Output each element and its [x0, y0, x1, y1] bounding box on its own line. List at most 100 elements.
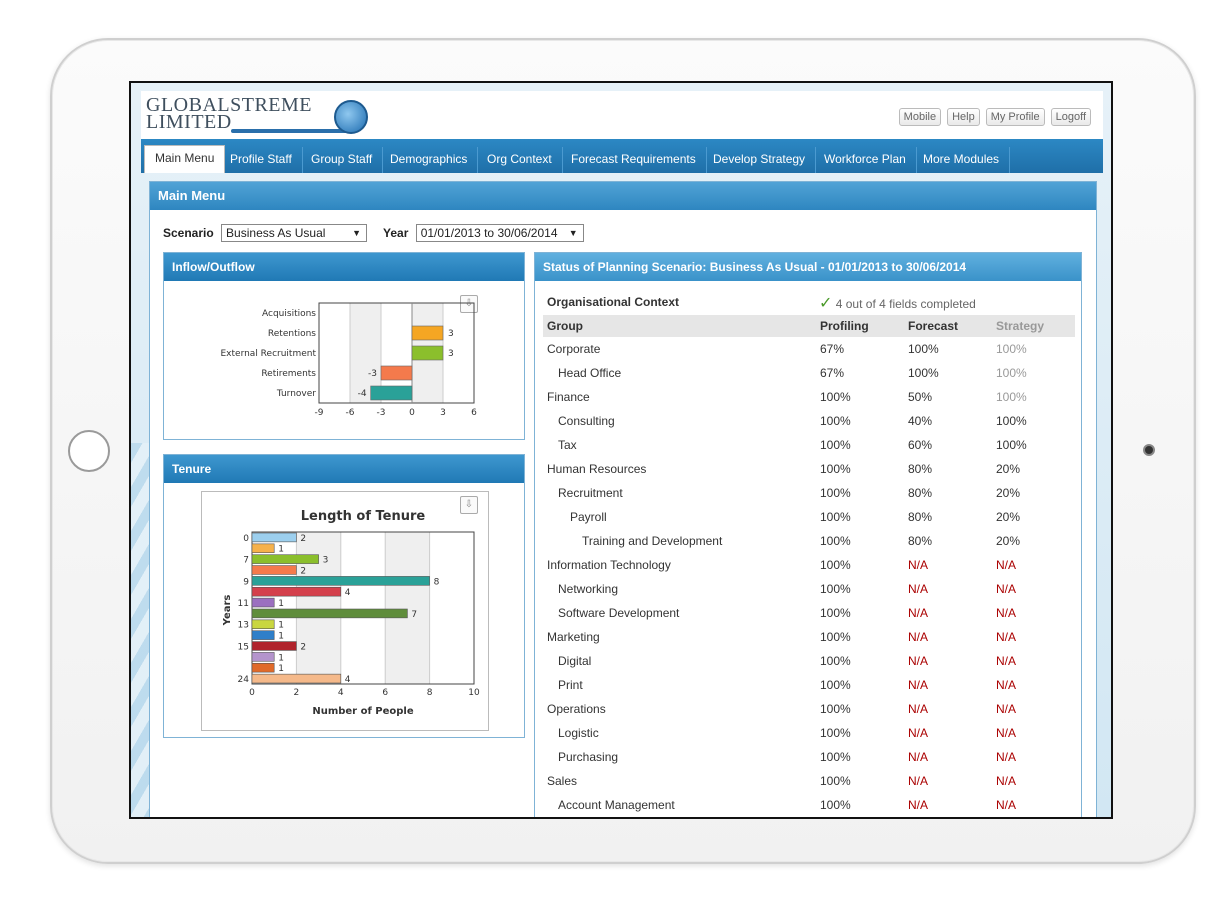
- forecast-cell: 60%: [908, 438, 933, 452]
- scenario-control: Scenario Business As Usual ▼: [163, 224, 368, 242]
- forecast-cell: N/A: [908, 702, 929, 716]
- tab-demographics[interactable]: Demographics: [380, 147, 479, 173]
- strategy-cell: 20%: [996, 462, 1021, 476]
- profiling-cell: 100%: [820, 390, 851, 404]
- my-profile-link[interactable]: My Profile: [985, 108, 1045, 126]
- grid-band: [385, 532, 430, 684]
- profiling-cell: 100%: [820, 414, 851, 428]
- mobile-link[interactable]: Mobile: [898, 108, 942, 126]
- data-label: 3: [448, 329, 454, 339]
- year-select[interactable]: 01/01/2013 to 30/06/2014 ▼: [415, 224, 584, 242]
- group-cell: Human Resources: [547, 462, 647, 476]
- x-axis-label: Number of People: [312, 706, 414, 717]
- scenario-label: Scenario: [163, 226, 214, 240]
- forecast-cell: 50%: [908, 390, 933, 404]
- year-label: Year: [383, 226, 409, 240]
- table-row: Payroll 100% 80% 20%: [543, 505, 1075, 529]
- help-link[interactable]: Help: [947, 108, 980, 126]
- group-cell: Software Development: [558, 606, 680, 620]
- data-bar: [251, 630, 275, 640]
- main-nav: Main Menu Profile Staff Group Staff Demo…: [141, 139, 1103, 173]
- data-label: -3: [368, 369, 377, 379]
- table-row: Print 100% N/A N/A: [543, 673, 1075, 697]
- group-cell: Information Technology: [547, 558, 671, 572]
- data-bar: [380, 365, 413, 381]
- profiling-cell: 100%: [820, 702, 851, 716]
- category-label: Retirements: [261, 369, 316, 379]
- profiling-cell: 67%: [820, 342, 845, 356]
- group-cell: Payroll: [570, 510, 607, 524]
- forecast-cell: N/A: [908, 774, 929, 788]
- tab-profile-staff[interactable]: Profile Staff: [220, 147, 303, 173]
- category-label: 13: [238, 621, 249, 631]
- group-cell: Training and Development: [582, 534, 723, 548]
- profiling-cell: 100%: [820, 510, 851, 524]
- logo-line1: GLOBALSTREME: [146, 94, 312, 116]
- table-row: Recruitment 100% 80% 20%: [543, 481, 1075, 505]
- tab-forecast-requirements[interactable]: Forecast Requirements: [561, 147, 707, 173]
- table-row: Human Resources 100% 80% 20%: [543, 457, 1075, 481]
- strategy-cell: 100%: [996, 414, 1027, 428]
- download-icon[interactable]: ⇩: [460, 496, 478, 514]
- strategy-cell: N/A: [996, 558, 1017, 572]
- planning-status-panel: Status of Planning Scenario: Business As…: [534, 252, 1082, 817]
- profiling-cell: 100%: [820, 654, 851, 668]
- strategy-cell: N/A: [996, 582, 1017, 596]
- profiling-cell: 100%: [820, 438, 851, 452]
- tick-label: 6: [382, 688, 388, 698]
- tenure-panel: Tenure ⇩ Length of Tenure 0 2 4 6 8 10 2 0 1 3 7 2 8 9…: [163, 454, 525, 738]
- data-label: 1: [278, 545, 284, 555]
- category-label: 11: [238, 599, 249, 609]
- data-bar: [370, 385, 413, 401]
- tick-label: 6: [471, 408, 477, 418]
- top-links: Mobile Help My Profile Logoff: [898, 108, 1091, 126]
- strategy-cell: N/A: [996, 654, 1017, 668]
- planning-status-title: Status of Planning Scenario: Business As…: [535, 253, 1081, 281]
- tab-main-menu[interactable]: Main Menu: [144, 145, 226, 173]
- tab-develop-strategy[interactable]: Develop Strategy: [703, 147, 817, 173]
- strategy-cell: N/A: [996, 774, 1017, 788]
- forecast-cell: N/A: [908, 654, 929, 668]
- group-cell: Purchasing: [558, 750, 619, 764]
- home-button[interactable]: [68, 430, 110, 472]
- scenario-value: Business As Usual: [226, 226, 326, 240]
- logoff-link[interactable]: Logoff: [1050, 108, 1091, 126]
- camera-icon: [1143, 444, 1155, 456]
- data-label: 7: [411, 610, 417, 620]
- strategy-cell: 100%: [996, 390, 1027, 404]
- chevron-down-icon: ▼: [568, 228, 578, 238]
- year-control: Year 01/01/2013 to 30/06/2014 ▼: [383, 224, 584, 242]
- scenario-select[interactable]: Business As Usual ▼: [221, 224, 368, 242]
- screen: GLOBALSTREME LIMITED Mobile Help My Prof…: [129, 81, 1113, 819]
- forecast-cell: N/A: [908, 726, 929, 740]
- strategy-cell: N/A: [996, 678, 1017, 692]
- profiling-cell: 100%: [820, 486, 851, 500]
- forecast-cell: 80%: [908, 510, 933, 524]
- strategy-cell: 20%: [996, 486, 1021, 500]
- group-cell: Operations: [547, 702, 606, 716]
- tick-label: 3: [440, 408, 446, 418]
- tick-label: -3: [377, 408, 386, 418]
- tab-workforce-plan[interactable]: Workforce Plan: [814, 147, 917, 173]
- profiling-cell: 100%: [820, 774, 851, 788]
- tick-label: -9: [315, 408, 324, 418]
- tick-label: 2: [294, 688, 300, 698]
- table-row: Finance 100% 50% 100%: [543, 385, 1075, 409]
- data-label: 1: [278, 599, 284, 609]
- data-label: 3: [323, 556, 329, 566]
- year-value: 01/01/2013 to 30/06/2014: [420, 226, 558, 240]
- org-context-label: Organisational Context: [547, 295, 680, 309]
- data-label: 2: [300, 566, 306, 576]
- data-label: 8: [434, 577, 440, 587]
- data-label: 2: [300, 642, 306, 652]
- tab-more-modules[interactable]: More Modules: [913, 147, 1011, 173]
- profiling-cell: 100%: [820, 582, 851, 596]
- data-bar: [251, 586, 342, 597]
- group-cell: Tax: [558, 438, 577, 452]
- tab-org-context[interactable]: Org Context: [477, 147, 563, 173]
- category-label: Retentions: [268, 329, 316, 339]
- data-label: 1: [278, 621, 284, 631]
- strategy-cell: 100%: [996, 438, 1027, 452]
- group-cell: Finance: [547, 390, 590, 404]
- tab-group-staff[interactable]: Group Staff: [301, 147, 384, 173]
